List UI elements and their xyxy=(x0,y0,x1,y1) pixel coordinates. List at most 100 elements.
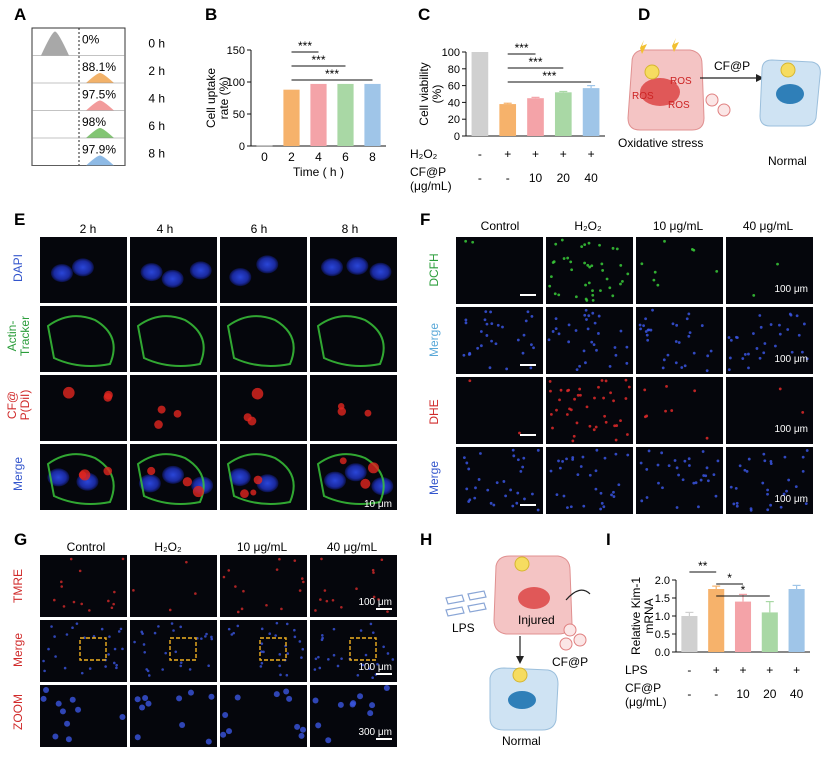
cell-dot xyxy=(683,364,687,368)
bar xyxy=(788,589,805,652)
cell-dot xyxy=(747,352,750,356)
y-axis-label: Cell viability xyxy=(417,62,431,125)
percent-label: 88.1% xyxy=(82,60,116,74)
cell-dot xyxy=(801,469,805,473)
cell-dot xyxy=(795,314,799,318)
lps-label: LPS xyxy=(452,621,475,635)
microscopy-tile xyxy=(130,375,217,441)
cell-dot xyxy=(569,260,573,264)
cell-dot xyxy=(53,635,56,638)
cell-dot xyxy=(119,627,123,631)
microscopy-tile xyxy=(456,237,543,304)
panel-letter-a: A xyxy=(14,5,26,24)
microscopy-tile xyxy=(310,375,397,441)
cell-dot xyxy=(694,481,698,485)
cell-dot xyxy=(729,485,733,489)
bar xyxy=(256,145,273,147)
cell-dot xyxy=(657,481,660,485)
scale-bar-label: 10 μm xyxy=(364,499,392,510)
cell-dot xyxy=(210,635,213,639)
cell-dot xyxy=(706,354,710,358)
microscopy-tile xyxy=(130,685,217,747)
cell-dot xyxy=(597,385,600,389)
dil-signal xyxy=(154,420,163,429)
panel-letter-i: I xyxy=(606,530,611,549)
cell-dot xyxy=(516,458,520,462)
microscopy-tile xyxy=(636,307,723,374)
cell-dot xyxy=(262,650,265,654)
cell-dot xyxy=(619,329,623,333)
cell-dot xyxy=(664,409,667,413)
row-label-merge: Merge xyxy=(427,323,441,357)
cell-dot xyxy=(323,589,327,592)
row-label: H₂O₂ xyxy=(410,147,438,161)
cell-dot xyxy=(674,340,678,343)
cell-dot xyxy=(712,473,716,477)
y-tick-label: 100 xyxy=(442,47,460,59)
actin-outline xyxy=(46,315,115,367)
cell-dot xyxy=(53,598,56,602)
column-header: 2 h xyxy=(80,222,97,236)
column-header: Control xyxy=(481,219,520,233)
nucleus-blob xyxy=(256,255,279,274)
cell-dot xyxy=(766,488,770,492)
row-value: 20 xyxy=(557,171,571,185)
histogram-peak xyxy=(86,155,114,166)
cell-dot xyxy=(321,634,324,637)
y-tick-label: 100 xyxy=(227,77,245,89)
cell-dot xyxy=(604,379,608,383)
cell-dot xyxy=(280,607,283,611)
cell-dot xyxy=(566,506,569,510)
cell-dot xyxy=(483,318,487,322)
normal-nucleus xyxy=(508,691,536,709)
stressed-nucleus xyxy=(640,78,680,106)
cell-dot xyxy=(479,452,482,455)
cell-dot xyxy=(479,344,483,348)
cell-dot xyxy=(278,664,281,668)
panel-h-schematic: LPS Injured CF@P Normal xyxy=(445,555,591,748)
cell-dot xyxy=(614,353,618,357)
cell-dot xyxy=(591,298,595,302)
cell-dot xyxy=(559,388,563,392)
dil-signal xyxy=(337,403,345,410)
cell-dot xyxy=(782,492,786,496)
panel-letter-g: G xyxy=(14,530,27,549)
cell-dot xyxy=(113,647,117,651)
cell-dot xyxy=(371,676,374,680)
cell-dot xyxy=(640,262,644,266)
cell-dot xyxy=(574,295,578,299)
histogram-peak xyxy=(41,31,69,56)
cell-dot xyxy=(571,458,575,461)
ros-label: ROS xyxy=(670,76,692,87)
cell-dot xyxy=(687,312,691,316)
cell-dot xyxy=(112,602,115,606)
dil-signal xyxy=(78,471,87,479)
cell-dot xyxy=(464,318,468,322)
cell-dot xyxy=(88,667,92,670)
cell-dot xyxy=(626,272,630,276)
cell-dot xyxy=(337,701,344,708)
cell-dot xyxy=(107,599,110,603)
cell-dot xyxy=(565,413,569,416)
image-grid: 100 μm 100 μm 100 μm 100 μm xyxy=(456,237,813,514)
y-tick-label: 150 xyxy=(227,45,245,57)
dil-signal xyxy=(182,477,193,487)
cell-dot xyxy=(512,454,516,458)
cell-dot xyxy=(242,589,245,593)
cell-dot xyxy=(205,632,208,636)
cell-dot xyxy=(462,456,466,460)
cell-dot xyxy=(355,587,358,591)
cell-dot xyxy=(340,605,343,609)
cell-dot xyxy=(100,627,104,631)
time-label: 2 h xyxy=(148,64,165,78)
cell-dot xyxy=(236,624,240,628)
actin-outline xyxy=(316,315,385,367)
cell-dot xyxy=(619,282,622,286)
row-label-zoom: ZOOM xyxy=(11,694,25,730)
cell-dot xyxy=(92,634,96,638)
cell-dot xyxy=(585,318,588,321)
nanoparticle-icon xyxy=(563,623,577,637)
cell-dot xyxy=(468,379,472,383)
cell-dot xyxy=(586,263,590,267)
cell-dot xyxy=(714,494,718,498)
